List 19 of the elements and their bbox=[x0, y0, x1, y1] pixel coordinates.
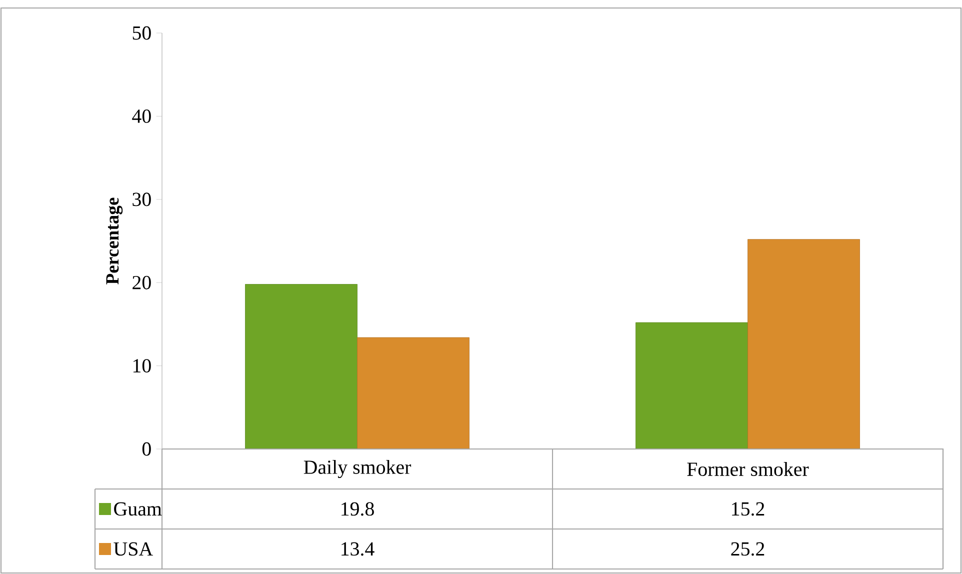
x-tick-label: Daily smoker bbox=[304, 460, 412, 478]
y-tick-label: 40 bbox=[132, 109, 151, 123]
y-tick-label: 50 bbox=[132, 26, 151, 40]
data-label: 19.8 bbox=[342, 502, 374, 516]
y-tick-label: 0 bbox=[142, 442, 151, 456]
legend-label: USA bbox=[114, 542, 153, 556]
bar bbox=[245, 284, 358, 449]
y-tick-label: 30 bbox=[132, 192, 151, 206]
bar bbox=[636, 322, 748, 449]
data-label: 25.2 bbox=[731, 542, 764, 556]
y-axis-title: Percentage bbox=[106, 198, 123, 284]
y-tick-label: 10 bbox=[133, 359, 151, 373]
x-tick-label: Former smoker bbox=[687, 462, 809, 476]
y-tick-label: 20 bbox=[132, 276, 151, 290]
bar bbox=[748, 239, 860, 449]
bar bbox=[357, 337, 470, 449]
data-label: 13.4 bbox=[342, 542, 374, 556]
data-label: 15.2 bbox=[732, 502, 764, 516]
legend-label: Guam bbox=[114, 502, 162, 516]
